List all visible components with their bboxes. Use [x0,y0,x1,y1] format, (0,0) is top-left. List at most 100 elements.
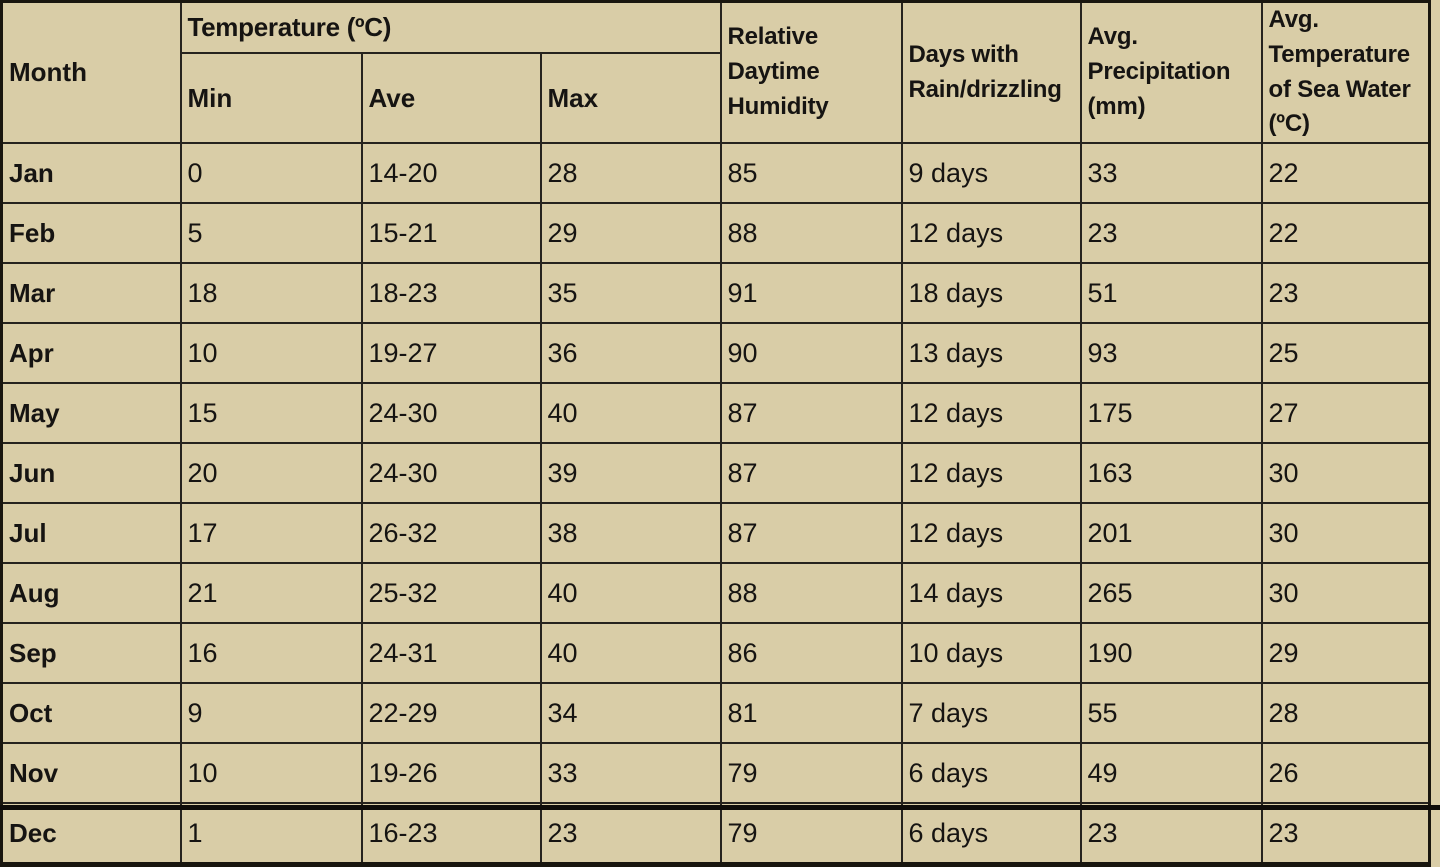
cell-humidity: 85 [719,142,903,205]
cell-min: 1 [179,802,363,866]
header-humidity: Relative Daytime Humidity [719,0,903,145]
table-row-feb: Feb 5 15-21 29 88 12 days 23 22 [0,202,1431,265]
cell-sea: 30 [1260,502,1431,565]
header-temp-max: Max [539,51,722,145]
cell-max: 29 [539,202,722,265]
cell-rain: 18 days [900,262,1082,325]
table-row-nov: Nov 10 19-26 33 79 6 days 49 26 [0,742,1431,805]
cell-ave: 19-27 [360,322,542,385]
table-row-oct: Oct 9 22-29 34 81 7 days 55 28 [0,682,1431,745]
cell-month: Nov [0,742,182,805]
cell-ave: 22-29 [360,682,542,745]
cell-ave: 24-30 [360,442,542,505]
cell-month: Sep [0,622,182,685]
cell-humidity: 87 [719,502,903,565]
cell-humidity: 87 [719,382,903,445]
cell-month: Aug [0,562,182,625]
header-rain-days: Days with Rain/drizzling [900,0,1082,145]
cell-precip: 49 [1079,742,1263,805]
cell-ave: 14-20 [360,142,542,205]
cell-precip: 265 [1079,562,1263,625]
cell-rain: 12 days [900,442,1082,505]
cell-month: Oct [0,682,182,745]
cell-max: 40 [539,622,722,685]
cell-max: 38 [539,502,722,565]
cell-precip: 190 [1079,622,1263,685]
cell-precip: 93 [1079,322,1263,385]
cell-rain: 9 days [900,142,1082,205]
table-row-jun: Jun 20 24-30 39 87 12 days 163 30 [0,442,1431,505]
cell-max: 40 [539,382,722,445]
cell-month: Jul [0,502,182,565]
header-precipitation: Avg. Precipitation (mm) [1079,0,1263,145]
cell-min: 9 [179,682,363,745]
header-row-top: Month Temperature (ºC) Relative Daytime … [0,0,1431,145]
table-row-dec: Dec 1 16-23 23 79 6 days 23 23 [0,802,1431,866]
cell-precip: 55 [1079,682,1263,745]
cell-humidity: 79 [719,742,903,805]
cell-precip: 33 [1079,142,1263,205]
cell-ave: 24-30 [360,382,542,445]
cell-month: Jan [0,142,182,205]
cell-max: 34 [539,682,722,745]
header-row-sub: Min Ave Max [2,51,1430,145]
table-row-apr: Apr 10 19-27 36 90 13 days 93 25 [0,322,1431,385]
cell-sea: 30 [1260,562,1431,625]
cell-min: 10 [179,742,363,805]
cell-humidity: 81 [719,682,903,745]
cell-sea: 27 [1260,382,1431,445]
cell-rain: 6 days [900,802,1082,866]
cell-precip: 51 [1079,262,1263,325]
cell-max: 33 [539,742,722,805]
cell-min: 18 [179,262,363,325]
table-row-aug: Aug 21 25-32 40 88 14 days 265 30 [0,562,1431,625]
cell-precip: 163 [1079,442,1263,505]
cell-min: 0 [179,142,363,205]
cell-rain: 12 days [900,202,1082,265]
cell-month: May [0,382,182,445]
cell-humidity: 86 [719,622,903,685]
cell-ave: 16-23 [360,802,542,866]
cell-rain: 10 days [900,622,1082,685]
cell-sea: 30 [1260,442,1431,505]
cell-rain: 14 days [900,562,1082,625]
table-body: Jan 0 14-20 28 85 9 days 33 22 Feb 5 15-… [0,142,1431,866]
cell-precip: 23 [1079,802,1263,866]
cell-ave: 25-32 [360,562,542,625]
cell-sea: 26 [1260,742,1431,805]
table-row-sep: Sep 16 24-31 40 86 10 days 190 29 [0,622,1431,685]
cell-sea: 25 [1260,322,1431,385]
header-temp-ave: Ave [360,51,542,145]
table-row-jul: Jul 17 26-32 38 87 12 days 201 30 [0,502,1431,565]
bottom-border [0,805,1440,810]
cell-max: 28 [539,142,722,205]
cell-month: Dec [0,802,182,866]
cell-max: 39 [539,442,722,505]
cell-max: 23 [539,802,722,866]
cell-month: Jun [0,442,182,505]
table-row-mar: Mar 18 18-23 35 91 18 days 51 23 [0,262,1431,325]
cell-min: 16 [179,622,363,685]
cell-precip: 23 [1079,202,1263,265]
cell-min: 21 [179,562,363,625]
cell-sea: 23 [1260,802,1431,866]
cell-precip: 201 [1079,502,1263,565]
cell-sea: 29 [1260,622,1431,685]
header-temp-min: Min [179,51,363,145]
table-header: Month Temperature (ºC) Relative Daytime … [0,0,1431,145]
cell-precip: 175 [1079,382,1263,445]
cell-ave: 19-26 [360,742,542,805]
cell-humidity: 87 [719,442,903,505]
cell-rain: 7 days [900,682,1082,745]
cell-month: Feb [0,202,182,265]
cell-ave: 18-23 [360,262,542,325]
table-row-jan: Jan 0 14-20 28 85 9 days 33 22 [0,142,1431,205]
header-temperature-group: Temperature (ºC) [179,0,722,54]
table-row-may: May 15 24-30 40 87 12 days 175 27 [0,382,1431,445]
cell-rain: 6 days [900,742,1082,805]
cell-humidity: 91 [719,262,903,325]
cell-sea: 28 [1260,682,1431,745]
header-month: Month [0,0,182,145]
cell-month: Mar [0,262,182,325]
cell-humidity: 90 [719,322,903,385]
